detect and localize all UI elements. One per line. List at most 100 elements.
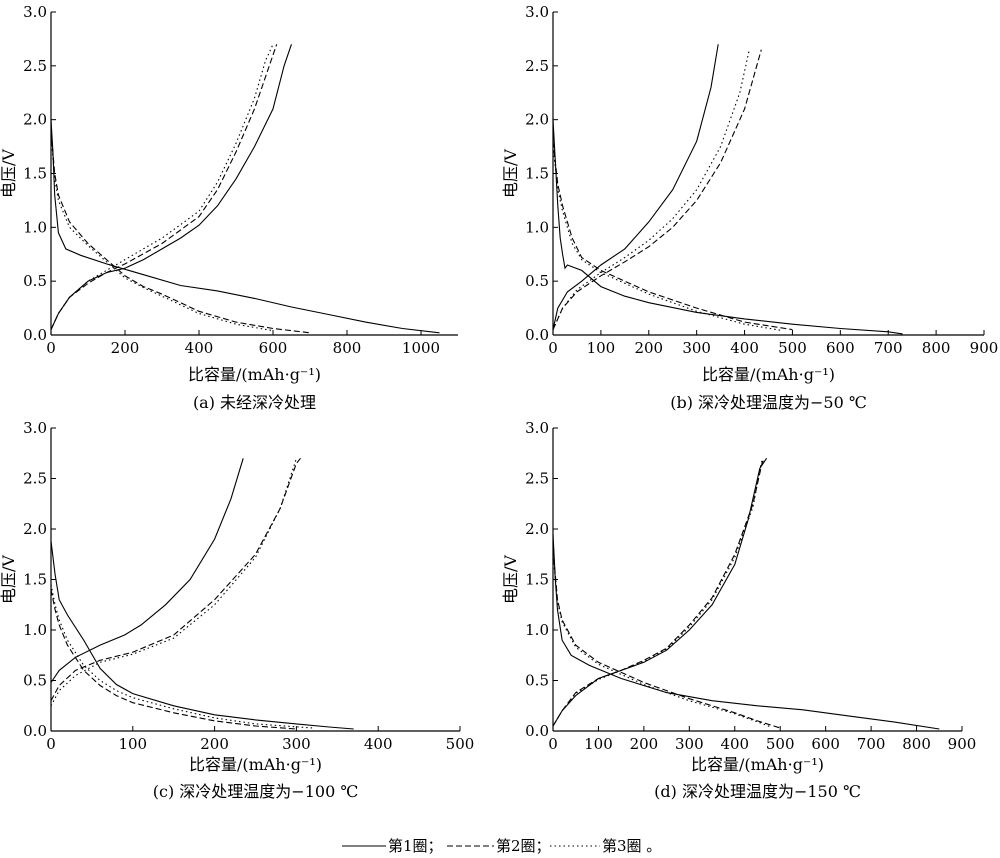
x-axis-label: 比容量/(mAh·g⁻¹) (188, 365, 321, 384)
y-tick-label: 1.5 (525, 571, 549, 589)
series-cycle-1-charge (552, 44, 719, 330)
legend: 第1圈； 第2圈； 第3圈 。 (342, 837, 661, 855)
y-tick-label: 2.5 (525, 470, 549, 488)
legend-label-cycle-3: 第3圈 。 (602, 837, 661, 855)
x-tick-label: 500 (766, 735, 795, 753)
legend-label-cycle-2: 第2圈； (496, 837, 551, 855)
series-cycle-2-charge (552, 458, 765, 727)
y-tick-label: 2.5 (23, 57, 47, 75)
y-tick-label: 2.0 (525, 111, 549, 129)
series-cycle-3-charge (552, 458, 764, 727)
x-tick-label: 800 (902, 735, 931, 753)
x-tick-label: 900 (948, 735, 977, 753)
x-tick-label: 400 (720, 735, 749, 753)
x-tick-label: 500 (778, 339, 807, 357)
y-tick-label: 1.0 (23, 621, 47, 639)
x-tick-label: 300 (675, 735, 704, 753)
series-cycle-3-discharge (552, 146, 783, 332)
series-cycle-3-charge (50, 458, 297, 707)
y-tick-label: 1.5 (23, 571, 47, 589)
x-tick-label: 600 (259, 339, 288, 357)
series-cycle-1-discharge (50, 541, 354, 730)
chart-panel-2: 0 100 200 300 400 500 600 700 800 900 0.0 0.5 1.0 1.5… (501, 3, 998, 412)
series-cycle-1-discharge (50, 119, 440, 334)
panel-caption: (b) 深冷处理温度为−50 ℃ (670, 393, 867, 412)
x-axis-label: 比容量/(mAh·g⁻¹) (702, 365, 835, 384)
series-cycle-1-charge (50, 458, 244, 683)
y-tick-label: 2.5 (525, 57, 549, 75)
y-tick-label: 1.0 (525, 621, 549, 639)
series-cycle-2-discharge (50, 130, 311, 334)
x-tick-label: 0 (548, 339, 558, 357)
x-tick-label: 800 (922, 339, 951, 357)
y-tick-label: 1.5 (525, 165, 549, 183)
series-cycle-2-charge (50, 44, 278, 330)
y-axis-label: 电压/V (0, 555, 18, 604)
y-axis-label: 电压/V (0, 149, 18, 198)
y-tick-label: 2.0 (525, 520, 549, 538)
x-tick-label: 1000 (402, 339, 440, 357)
series-cycle-3-discharge (50, 584, 313, 729)
series-cycle-2-discharge (50, 589, 297, 730)
chart-panels: 0 200 400 600 800 10000.00.51.01.52.02.53.0比容… (0, 3, 998, 801)
y-axis-label: 电压/V (501, 149, 520, 198)
y-tick-label: 2.5 (23, 470, 47, 488)
x-tick-label: 200 (630, 735, 659, 753)
x-tick-label: 200 (634, 339, 663, 357)
series-cycle-1-discharge (552, 119, 903, 335)
legend-label-cycle-1: 第1圈； (388, 837, 443, 855)
x-tick-label: 700 (874, 339, 903, 357)
x-tick-label: 0 (548, 735, 558, 753)
y-tick-label: 0.5 (525, 672, 549, 690)
y-tick-label: 0.5 (23, 272, 47, 290)
y-tick-label: 0.5 (525, 272, 549, 290)
y-tick-label: 0.0 (525, 326, 549, 344)
x-tick-label: 200 (111, 339, 140, 357)
y-tick-label: 0.0 (525, 722, 549, 740)
series-cycle-2-charge (552, 49, 762, 330)
y-tick-label: 1.5 (23, 165, 47, 183)
series-cycle-3-discharge (552, 554, 772, 728)
y-tick-label: 1.0 (525, 218, 549, 236)
chart-panel-1: 0 200 400 600 800 1000 0.0 0.5 1.0 1.5 2.0 2.5 3.0 比容… (0, 3, 458, 412)
y-tick-label: 0.0 (23, 326, 47, 344)
y-tick-label: 0.5 (23, 672, 47, 690)
x-axis-label: 比容量/(mAh·g⁻¹) (189, 755, 322, 774)
x-tick-label: 600 (811, 735, 840, 753)
series-cycle-1-charge (50, 44, 293, 330)
x-tick-label: 600 (826, 339, 855, 357)
x-tick-label: 0 (46, 735, 56, 753)
series-cycle-1-discharge (552, 533, 940, 730)
panel-caption: (a) 未经深冷处理 (193, 393, 316, 412)
series-cycle-1-charge (552, 457, 768, 727)
y-tick-label: 3.0 (23, 419, 47, 437)
x-tick-label: 900 (970, 339, 999, 357)
x-tick-label: 100 (584, 735, 613, 753)
y-tick-label: 3.0 (525, 3, 549, 21)
y-tick-label: 0.0 (23, 722, 47, 740)
x-tick-label: 300 (682, 339, 711, 357)
x-tick-label: 300 (282, 735, 311, 753)
x-tick-label: 0 (46, 339, 56, 357)
x-tick-label: 700 (857, 735, 886, 753)
series-cycle-3-charge (552, 49, 750, 330)
panel-caption: (c) 深冷处理温度为−100 ℃ (153, 782, 358, 801)
chart-panel-4: 0 100 200 300 400 500 600 700 800 900 0.0 0.5 1.0 1.5… (501, 419, 976, 801)
x-tick-label: 400 (730, 339, 759, 357)
series-cycle-2-discharge (552, 141, 793, 331)
x-tick-label: 100 (587, 339, 616, 357)
x-tick-label: 500 (446, 735, 475, 753)
panel-caption: (d) 深冷处理温度为−150 ℃ (654, 782, 861, 801)
x-tick-label: 400 (185, 339, 214, 357)
y-tick-label: 3.0 (525, 419, 549, 437)
y-tick-label: 1.0 (23, 218, 47, 236)
x-tick-label: 800 (333, 339, 362, 357)
x-tick-label: 200 (200, 735, 229, 753)
y-tick-label: 2.0 (23, 520, 47, 538)
x-tick-label: 100 (118, 735, 147, 753)
y-tick-label: 3.0 (23, 3, 47, 21)
y-axis-label: 电压/V (501, 555, 520, 604)
chart-panel-3: 0 100 200 300 400 500 0.0 0.5 1.0 1.5 2.0 2.5 3.0 比容量… (0, 419, 474, 801)
series-cycle-2-charge (50, 457, 301, 701)
